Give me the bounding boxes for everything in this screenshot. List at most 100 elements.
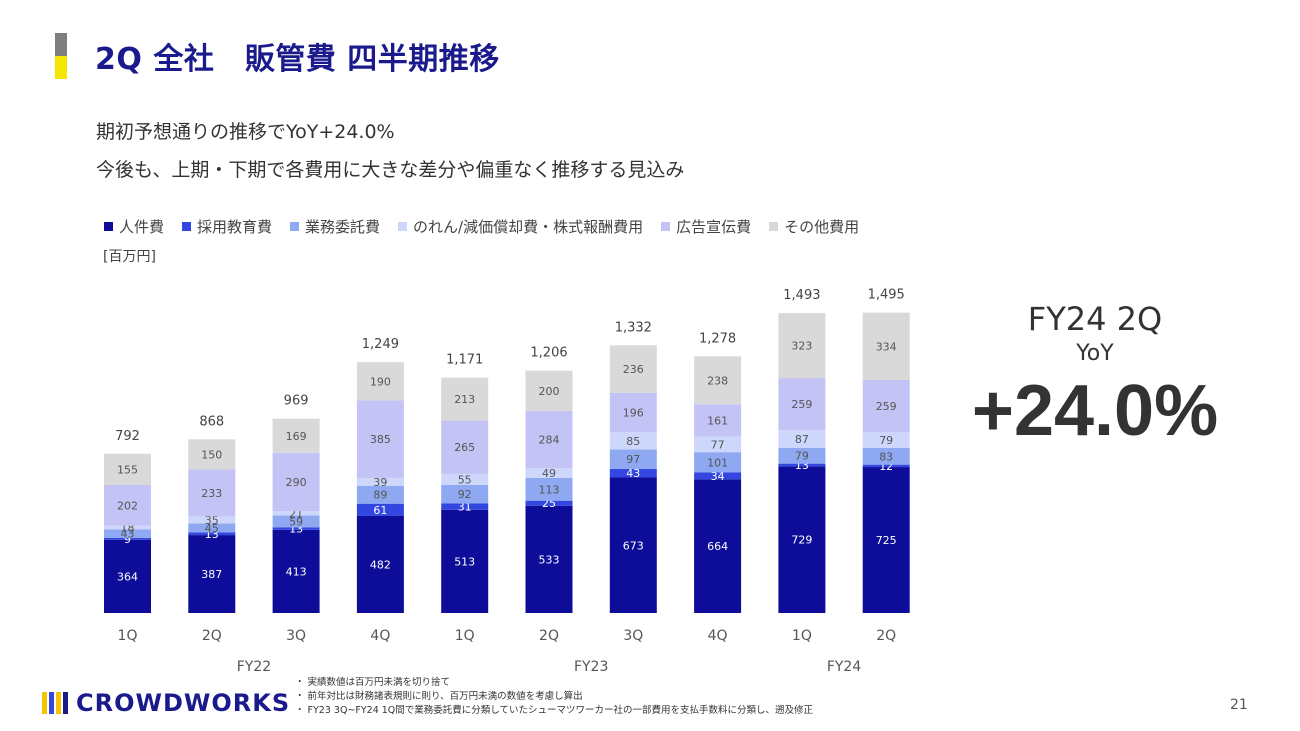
- bar-segment: [525, 477, 573, 501]
- data-label: 284: [539, 433, 560, 446]
- subtitle-line-2: 今後も、上期・下期で各費用に大きな差分や偏重なく推移する見込み: [96, 159, 685, 181]
- data-label: 265: [454, 441, 475, 454]
- data-label: 259: [876, 400, 897, 413]
- bar-segment: [525, 500, 573, 506]
- bar-segment: [104, 539, 151, 613]
- legend-swatch: [769, 222, 779, 231]
- data-label: 161: [707, 414, 728, 427]
- total-label: 792: [115, 429, 140, 444]
- bar-segment: [609, 345, 657, 393]
- data-label: 55: [458, 473, 472, 486]
- bar-segment: [862, 447, 910, 465]
- data-label: 200: [539, 385, 560, 398]
- subtitle-line-1: 期初予想通りの推移でYoY+24.0%: [96, 121, 395, 143]
- data-label: 196: [623, 407, 644, 420]
- bar-segment: [441, 377, 489, 421]
- bar-segment: [441, 420, 489, 474]
- bar-segment: [188, 469, 236, 517]
- bar-segment: [525, 370, 573, 411]
- legend-label: 人件費: [119, 218, 165, 236]
- crowdworks-logo: CROWDWORKS: [42, 689, 290, 717]
- data-label: 236: [623, 363, 644, 376]
- logo-text: CROWDWORKS: [76, 689, 291, 717]
- data-label: 413: [286, 565, 307, 578]
- bar-segment: [609, 392, 657, 433]
- bar-segment: [188, 535, 236, 613]
- bar-segment: [104, 453, 151, 485]
- total-label: 1,493: [783, 288, 820, 303]
- bar-segment: [188, 516, 236, 524]
- data-label: 49: [542, 467, 556, 480]
- data-label: 729: [791, 534, 812, 547]
- kpi-value: +24.0%: [971, 371, 1219, 451]
- data-label: 725: [876, 534, 897, 547]
- legend-label: のれん/減価償却費・株式報酬費用: [413, 218, 644, 236]
- unit-label: [百万円]: [103, 249, 156, 265]
- bar-segment: [694, 452, 742, 473]
- bar-segment: [272, 529, 320, 613]
- total-label: 1,278: [699, 331, 736, 346]
- bar-segment: [525, 505, 573, 613]
- data-label: 79: [795, 450, 809, 463]
- data-label: 59: [289, 515, 303, 528]
- x-tick-label: 4Q: [708, 628, 728, 644]
- footnote: 実績数値は百万円未満を切り捨て: [295, 676, 813, 690]
- data-label: 31: [458, 501, 472, 514]
- bar-segment: [778, 466, 826, 613]
- logo-mark-icon: [42, 692, 68, 714]
- total-label: 1,495: [868, 288, 905, 303]
- x-tick-label: 1Q: [455, 628, 475, 644]
- total-label: 1,249: [362, 337, 399, 352]
- x-group-label: FY22: [237, 659, 271, 675]
- total-label: 1,332: [615, 320, 652, 335]
- bar-segment: [188, 439, 236, 470]
- x-tick-label: 2Q: [539, 628, 559, 644]
- total-label: 1,206: [530, 346, 567, 361]
- bar-segment: [778, 463, 826, 467]
- data-label: 35: [205, 514, 219, 527]
- bar-segment: [441, 473, 489, 485]
- bar-segment: [778, 378, 826, 431]
- bar-segment: [778, 447, 826, 464]
- data-label: 43: [121, 528, 135, 541]
- data-label: 77: [711, 438, 725, 451]
- data-label: 385: [370, 433, 391, 446]
- x-tick-label: 1Q: [118, 628, 138, 644]
- legend-label: 採用教育費: [197, 218, 273, 236]
- data-label: 43: [626, 467, 640, 480]
- data-label: 155: [117, 463, 138, 476]
- legend-swatch: [182, 222, 192, 231]
- x-tick-label: 3Q: [623, 628, 643, 644]
- bar-segment: [609, 477, 657, 613]
- bar-segment: [609, 468, 657, 478]
- bar-segment: [356, 515, 404, 613]
- data-label: 513: [454, 555, 475, 568]
- bar-segment: [694, 479, 742, 613]
- data-label: 323: [791, 340, 812, 353]
- data-label: 364: [117, 570, 138, 583]
- bar-segment: [272, 527, 320, 530]
- page-title: 2Q 全社 販管費 四半期推移: [95, 42, 500, 77]
- data-label: 334: [876, 340, 897, 353]
- bar-segment: [272, 418, 320, 453]
- bar-segment: [104, 484, 151, 526]
- legend-item: 広告宣伝費: [661, 216, 751, 237]
- bar-segment: [694, 436, 742, 453]
- data-label: 9: [124, 533, 131, 546]
- data-label: 387: [201, 568, 222, 581]
- bar-segment: [272, 452, 320, 512]
- legend-swatch: [104, 222, 113, 231]
- footnote: FY23 3Q~FY24 1Q間で業務委託費に分類していたシューマツワーカー社の…: [295, 704, 813, 718]
- data-label: 150: [201, 448, 222, 461]
- data-label: 673: [623, 539, 644, 552]
- total-label: 1,171: [446, 353, 483, 368]
- footnotes: 実績数値は百万円未満を切り捨て 前年対比は財務諸表規則に則り、百万円未満の数値を…: [295, 676, 813, 718]
- bar-segment: [862, 467, 910, 613]
- data-label: 45: [205, 522, 219, 535]
- data-label: 213: [454, 393, 475, 406]
- x-tick-label: 1Q: [792, 628, 812, 644]
- data-label: 83: [879, 450, 893, 463]
- bar-segment: [525, 468, 573, 478]
- data-label: 113: [539, 483, 560, 496]
